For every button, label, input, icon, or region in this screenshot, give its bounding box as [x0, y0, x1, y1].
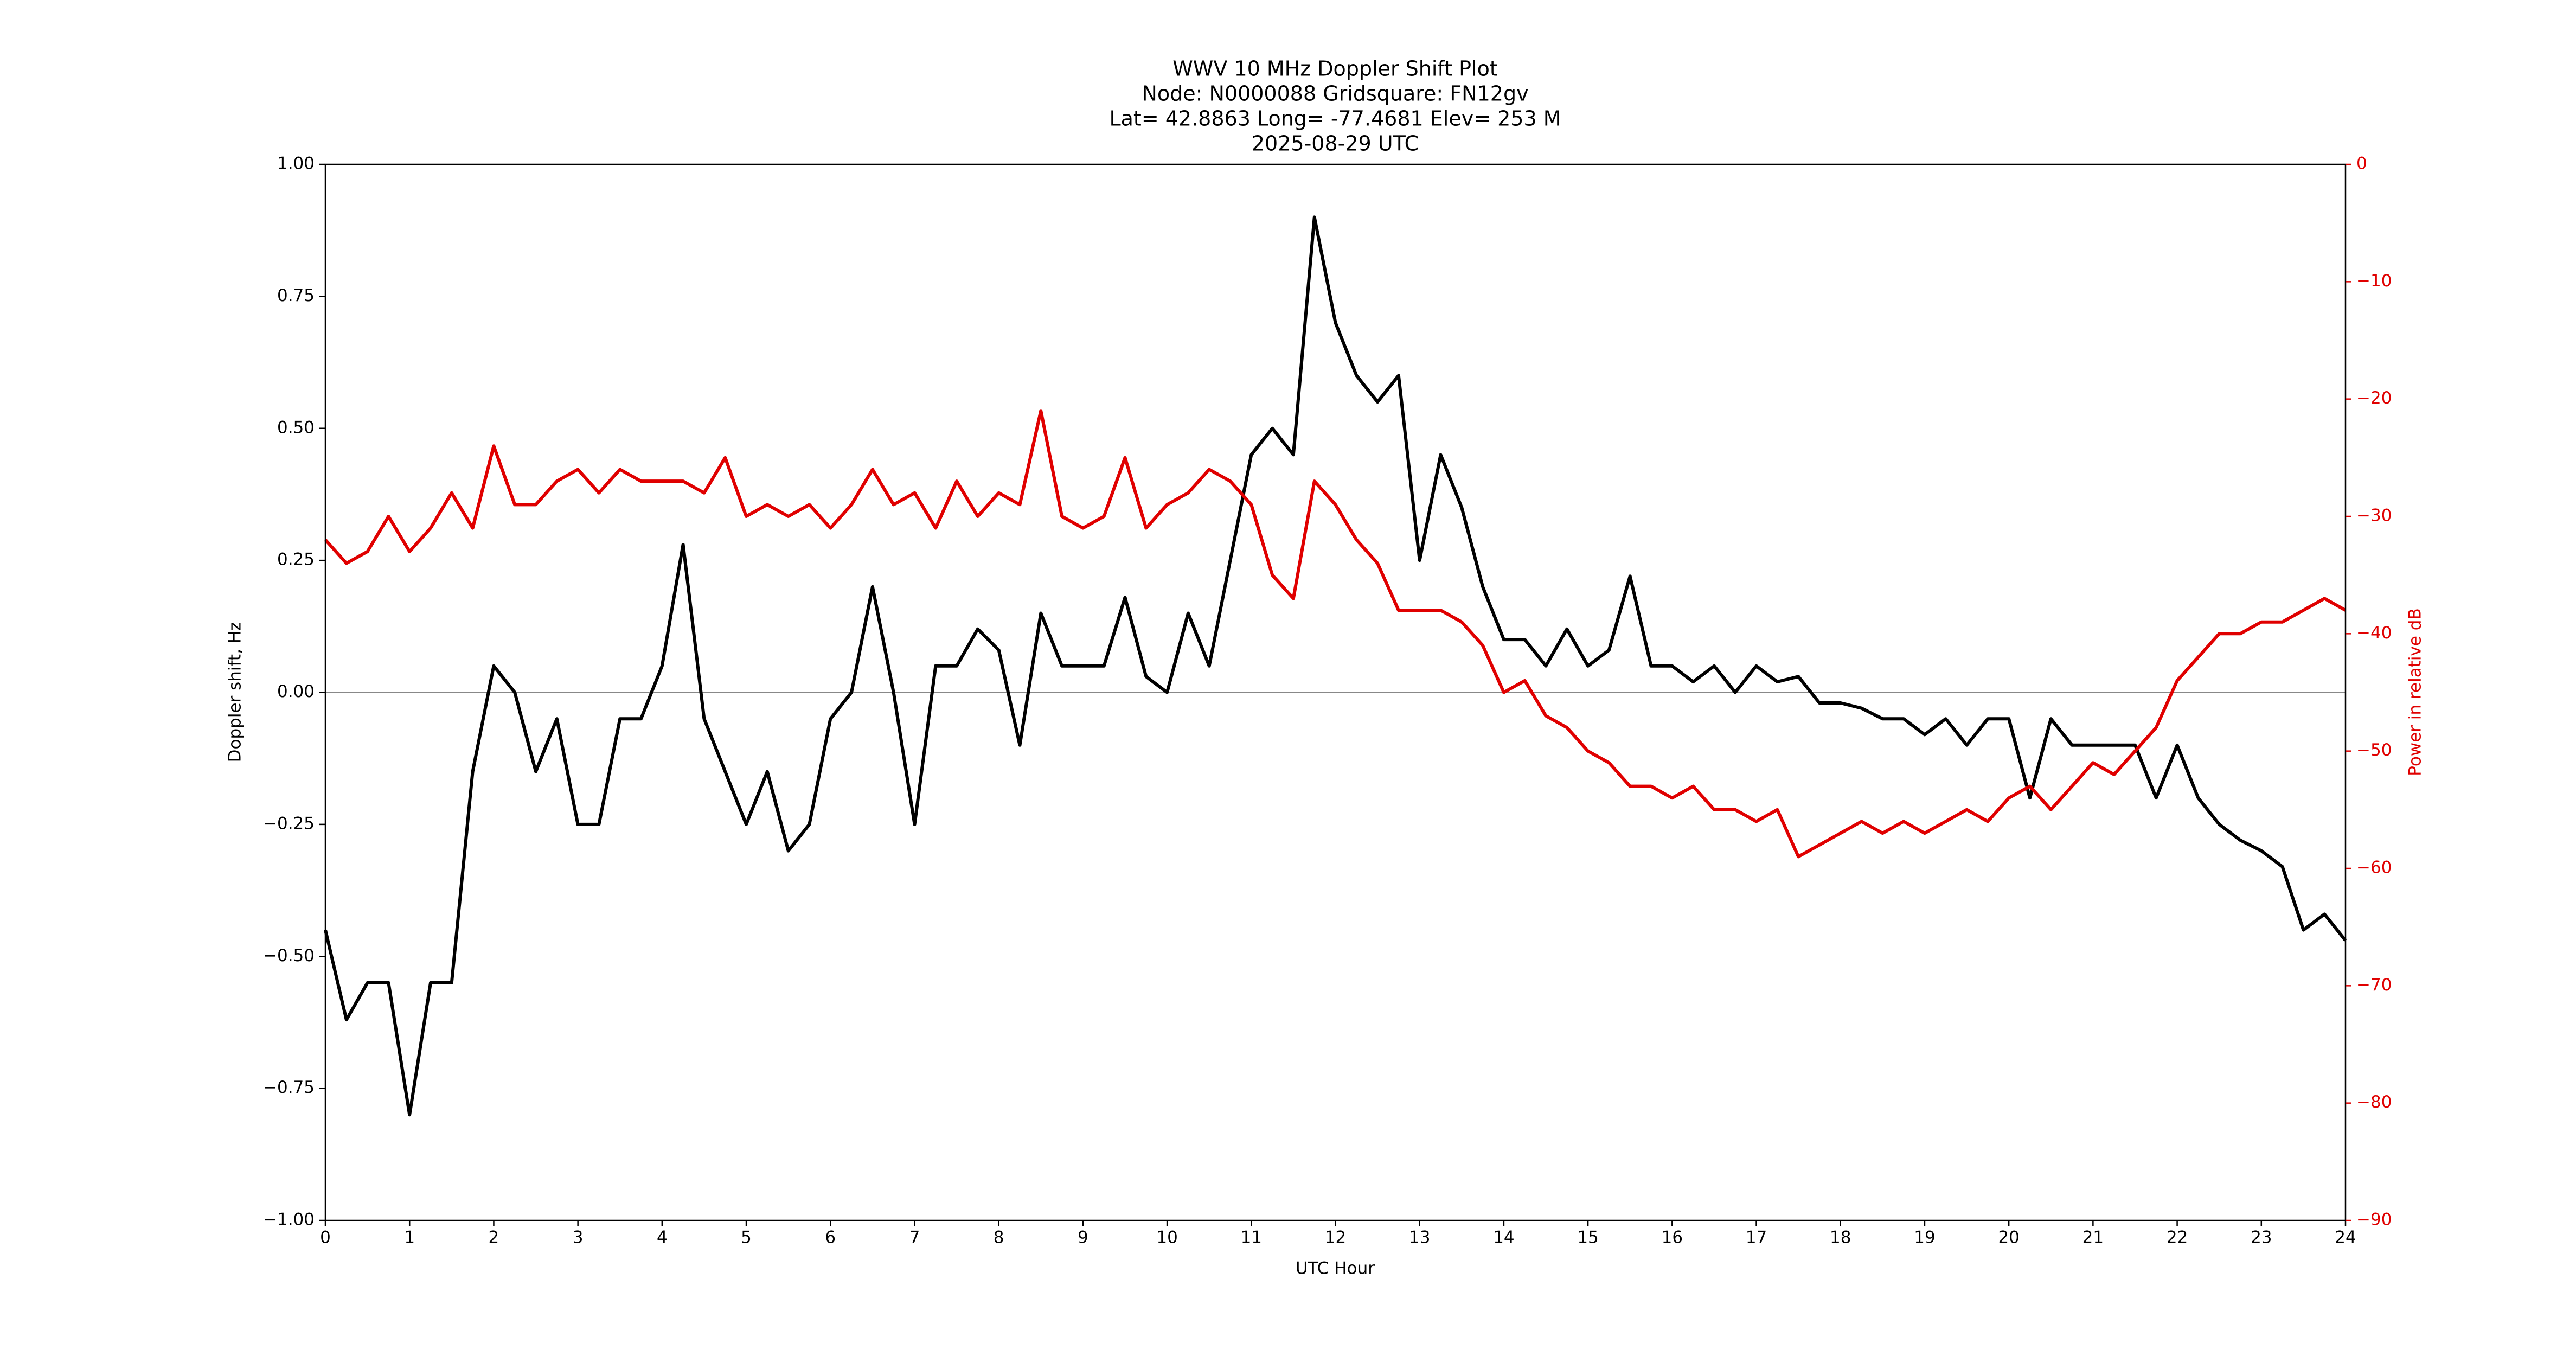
x-tick-label: 13	[1409, 1228, 1430, 1248]
y2-tick-label: −50	[2356, 740, 2392, 760]
y2-tick-label: 0	[2356, 154, 2367, 174]
x-tick-label: 9	[1078, 1228, 1088, 1248]
x-tick-label: 14	[1493, 1228, 1514, 1248]
x-tick-label: 8	[994, 1228, 1004, 1248]
x-tick-label: 11	[1241, 1228, 1262, 1248]
chart-title: WWV 10 MHz Doppler Shift Plot	[1172, 57, 1498, 81]
x-tick-label: 4	[657, 1228, 668, 1248]
y2-axis-label: Power in relative dB	[2406, 608, 2425, 776]
y2-tick-label: −40	[2356, 623, 2392, 643]
y2-tick-label: −80	[2356, 1092, 2392, 1112]
chart-subtitle: Node: N0000088 Gridsquare: FN12gv	[1142, 82, 1528, 106]
x-tick-label: 15	[1577, 1228, 1598, 1248]
y2-tick-label: −60	[2356, 858, 2392, 878]
x-tick-label: 12	[1325, 1228, 1346, 1248]
x-tick-label: 18	[1830, 1228, 1851, 1248]
x-tick-label: 19	[1914, 1228, 1935, 1248]
x-tick-label: 3	[573, 1228, 584, 1248]
y2-tick-label: −30	[2356, 506, 2392, 526]
x-tick-label: 20	[1998, 1228, 2019, 1248]
y2-tick-label: −70	[2356, 975, 2392, 995]
x-axis-label: UTC Hour	[1296, 1259, 1375, 1278]
y2-tick-label: −90	[2356, 1210, 2392, 1230]
series-line	[324, 215, 2347, 1117]
x-tick-label: 16	[1662, 1228, 1683, 1248]
y-tick-label: 1.00	[277, 154, 315, 174]
y-tick-label: −1.00	[263, 1210, 315, 1230]
x-tick-label: 24	[2335, 1228, 2356, 1248]
x-tick-label: 21	[2082, 1228, 2104, 1248]
y2-tick-label: −10	[2356, 271, 2392, 291]
y-tick-label: −0.50	[263, 946, 315, 965]
y-tick-label: 0.25	[277, 550, 315, 570]
x-tick-label: 17	[1746, 1228, 1767, 1248]
y-tick-label: 0.50	[277, 418, 315, 437]
x-tick-label: 23	[2251, 1228, 2272, 1248]
x-tick-label: 2	[489, 1228, 499, 1248]
chart-subtitle: 2025-08-29 UTC	[1252, 132, 1419, 156]
y-tick-label: 0.00	[277, 682, 315, 701]
x-tick-label: 22	[2167, 1228, 2188, 1248]
x-tick-label: 7	[909, 1228, 920, 1248]
x-tick-label: 1	[404, 1228, 415, 1248]
y2-tick-label: −20	[2356, 388, 2392, 408]
x-tick-label: 0	[320, 1228, 331, 1248]
y-tick-label: −0.25	[263, 814, 315, 833]
x-tick-label: 10	[1156, 1228, 1177, 1248]
x-tick-label: 5	[741, 1228, 752, 1248]
y-tick-label: 0.75	[277, 286, 315, 305]
y-axis-label: Doppler shift, Hz	[226, 622, 245, 763]
y-tick-label: −0.75	[263, 1078, 315, 1097]
chart-subtitle: Lat= 42.8863 Long= -77.4681 Elev= 253 M	[1109, 107, 1561, 131]
series-line	[324, 409, 2347, 859]
x-tick-label: 6	[825, 1228, 836, 1248]
